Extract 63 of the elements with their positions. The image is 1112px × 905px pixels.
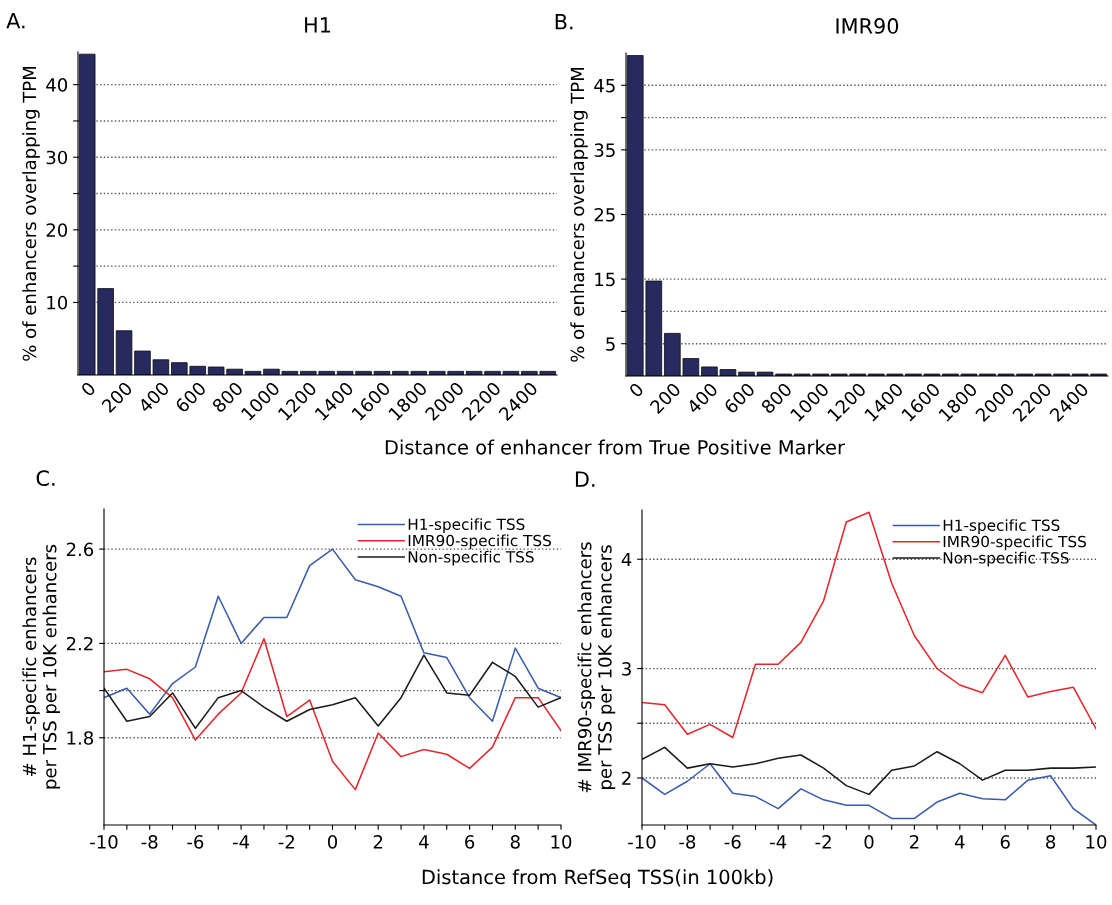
y-tick-label: 25 — [594, 207, 615, 222]
text: C. — [36, 470, 55, 486]
x-axis-title: Distance of enhancer from True Positive Marker — [385, 439, 845, 455]
y-axis-title: # IMR90-specific enhancers per TSS per 10K enhancers — [577, 542, 616, 793]
x-tick-label: -10 — [628, 835, 656, 849]
x-tick-label: 600 — [723, 381, 756, 415]
x-tick-label: 6 — [1000, 835, 1010, 849]
y-tick-label: 2.2 — [66, 636, 93, 651]
y-tick-label: 40 — [46, 78, 68, 92]
x-tick-label: 600 — [174, 380, 207, 414]
x-axis-title: Distance from RefSeq TSS(in 100kb) — [422, 869, 773, 889]
x-tick-label: -6 — [724, 835, 741, 849]
y-axis-title: % of enhancers overlapping TPM — [570, 67, 588, 362]
x-tick-label: 400 — [137, 380, 170, 414]
y-tick-label: 4 — [621, 552, 632, 567]
x-tick-label: 6 — [465, 835, 475, 849]
x-tick-label: 10 — [1086, 835, 1107, 849]
legend-label: H1-specific TSS — [408, 518, 525, 533]
chart-title: H1 — [305, 17, 331, 33]
y-tick-label: 30 — [46, 150, 68, 165]
y-tick-label: 5 — [606, 337, 615, 351]
x-tick-label: 2 — [373, 835, 383, 849]
y-tick-label: 10 — [47, 295, 68, 310]
x-tick-label: -10 — [90, 835, 118, 849]
x-tick-label: -8 — [141, 835, 158, 849]
x-tick-label: 200 — [649, 381, 682, 415]
legend-label: Non-specific TSS — [943, 551, 1069, 567]
x-tick-label: 8 — [1046, 835, 1056, 849]
x-tick-label: 0 — [327, 835, 338, 849]
y-tick-label: 1.8 — [67, 731, 94, 745]
y-axis-title: # H1-specific enhancers per TSS per 10K enhancers — [22, 544, 61, 789]
x-tick-label: 4 — [954, 835, 965, 849]
legend-label: IMR90-specific TSS — [943, 535, 1086, 551]
x-tick-label: -6 — [187, 835, 204, 849]
y-tick-label: 15 — [595, 272, 615, 287]
x-tick-label: -2 — [278, 835, 294, 849]
x-tick-label: 0 — [864, 835, 874, 849]
x-tick-label: 400 — [685, 381, 719, 415]
y-tick-label: 45 — [594, 79, 615, 93]
x-tick-label: 200 — [100, 380, 134, 414]
y-axis-title: % of enhancers overlapping TPM — [22, 66, 40, 361]
y-tick-label: 20 — [46, 223, 68, 237]
y-tick-label: 2.6 — [66, 542, 94, 557]
text: D. — [575, 471, 595, 487]
x-tick-label: 8 — [510, 835, 520, 849]
x-tick-label: 10 — [551, 835, 572, 849]
x-tick-label: -4 — [232, 835, 250, 849]
x-tick-label: 4 — [419, 835, 429, 849]
y-tick-label: 3 — [622, 662, 631, 676]
legend-label: Non-specific TSS — [408, 550, 534, 566]
x-tick-label: 0 — [628, 381, 645, 399]
chart-title: IMR90 — [836, 18, 899, 34]
x-tick-label: 2 — [909, 835, 919, 849]
legend-label: H1-specific TSS — [943, 519, 1060, 534]
y-tick-label: 35 — [594, 143, 615, 158]
x-tick-label: -2 — [815, 835, 831, 849]
x-tick-label: -8 — [679, 835, 696, 849]
y-tick-label: 2 — [622, 771, 631, 785]
x-tick-label: -4 — [770, 835, 787, 849]
x-tick-label: 0 — [80, 380, 97, 398]
legend-label: IMR90-specific TSS — [408, 534, 551, 550]
text: B. — [555, 14, 573, 30]
text: A. — [6, 13, 25, 29]
